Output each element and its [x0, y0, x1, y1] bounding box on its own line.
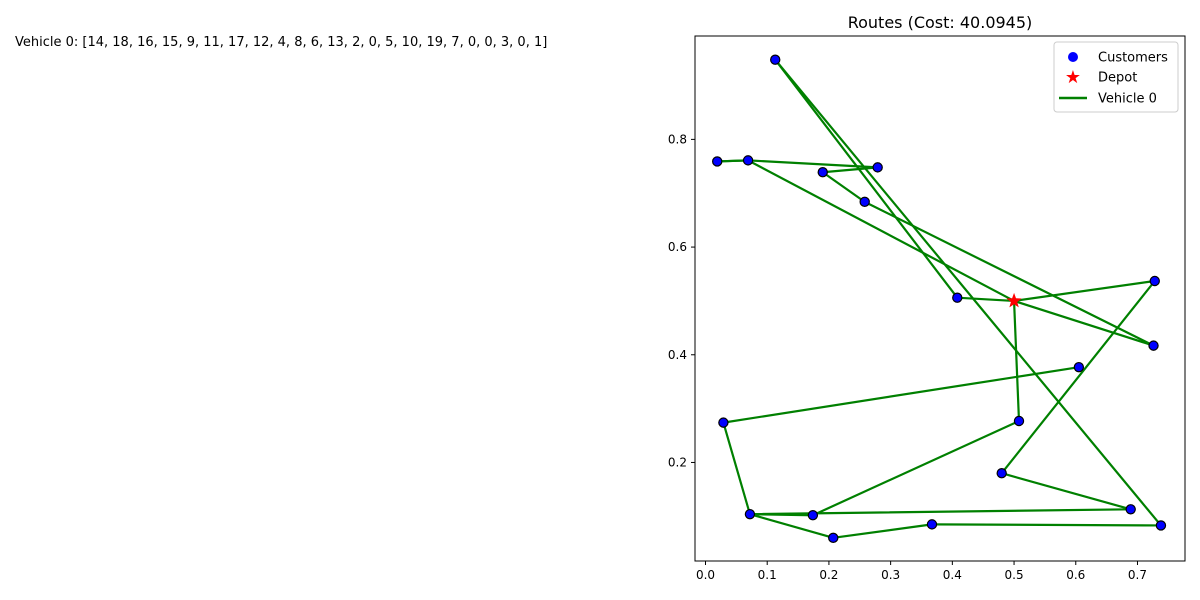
vehicle-route-text: Vehicle 0: [14, 18, 16, 15, 9, 11, 17, 1…: [15, 35, 548, 50]
y-tick-label: 0.8: [668, 132, 687, 146]
customer-point: [996, 468, 1007, 479]
x-tick-label: 0.3: [881, 568, 900, 582]
customer-points: [712, 54, 1167, 544]
x-tick-label: 0.4: [943, 568, 962, 582]
route-segment: [722, 366, 1080, 424]
y-tick-label: 0.6: [668, 240, 687, 254]
x-tick-label: 0.6: [1066, 568, 1085, 582]
customer-point: [1073, 361, 1085, 373]
customer-point: [872, 162, 883, 173]
customer-point: [952, 292, 963, 303]
legend-customers-marker: [1068, 52, 1078, 62]
legend: Customers ★ Depot Vehicle 0: [1053, 41, 1179, 113]
customer-point: [744, 508, 756, 520]
route-segment: [722, 421, 752, 516]
customer-point: [926, 519, 938, 530]
legend-customers-label: Customers: [1098, 51, 1168, 66]
route-segment: [1012, 279, 1156, 303]
route-segment: [1000, 472, 1132, 511]
customer-point: [1013, 415, 1025, 427]
customer-point: [770, 54, 781, 65]
y-tick-label: 0.2: [668, 455, 687, 469]
x-tick-label: 0.1: [758, 568, 777, 582]
legend-depot-label: Depot: [1098, 71, 1137, 86]
customer-point: [1155, 520, 1167, 531]
customer-point: [718, 417, 729, 428]
x-tick-label: 0.7: [1128, 568, 1147, 582]
customer-point: [1149, 275, 1160, 287]
x-tick-label: 0.0: [696, 568, 715, 582]
route-segment: [1012, 299, 1021, 423]
route-segment: [811, 419, 1021, 517]
route-segment: [930, 523, 1163, 527]
customer-point: [1148, 340, 1159, 351]
customer-point: [859, 196, 870, 208]
customer-point: [1125, 504, 1136, 515]
x-axis-ticks: 0.0 0.1 0.2 0.3 0.4 0.5 0.6 0.7: [696, 561, 1147, 582]
plot-frame: [694, 35, 1186, 562]
y-axis-ticks: 0.2 0.4 0.6 0.8: [668, 132, 695, 469]
route-lines: [716, 58, 1163, 539]
y-tick-label: 0.4: [668, 348, 687, 362]
x-tick-label: 0.2: [819, 568, 838, 582]
depot-layer: [1006, 292, 1022, 308]
customer-point: [817, 167, 828, 178]
chart-title: Routes (Cost: 40.0945): [848, 13, 1033, 32]
route-segment: [821, 166, 879, 174]
customer-point: [712, 156, 723, 167]
route-segment: [1000, 279, 1156, 475]
route-segment: [774, 58, 959, 299]
customer-point: [742, 155, 754, 166]
customer-point: [807, 510, 819, 521]
x-tick-label: 0.5: [1005, 568, 1024, 582]
depot-marker: [1006, 292, 1022, 308]
plot-background: [695, 36, 1185, 561]
legend-box: [1053, 41, 1179, 113]
legend-vehicle-0-label: Vehicle 0: [1098, 92, 1157, 107]
customer-point: [828, 532, 839, 544]
route-segment: [1012, 299, 1155, 347]
route-segment: [774, 58, 1163, 527]
route-segment: [956, 296, 1016, 303]
legend-depot-marker: ★: [1065, 67, 1081, 88]
route-segment: [748, 513, 835, 539]
route-segment: [821, 171, 866, 203]
route-segment: [746, 159, 1016, 303]
route-segment: [832, 523, 934, 539]
